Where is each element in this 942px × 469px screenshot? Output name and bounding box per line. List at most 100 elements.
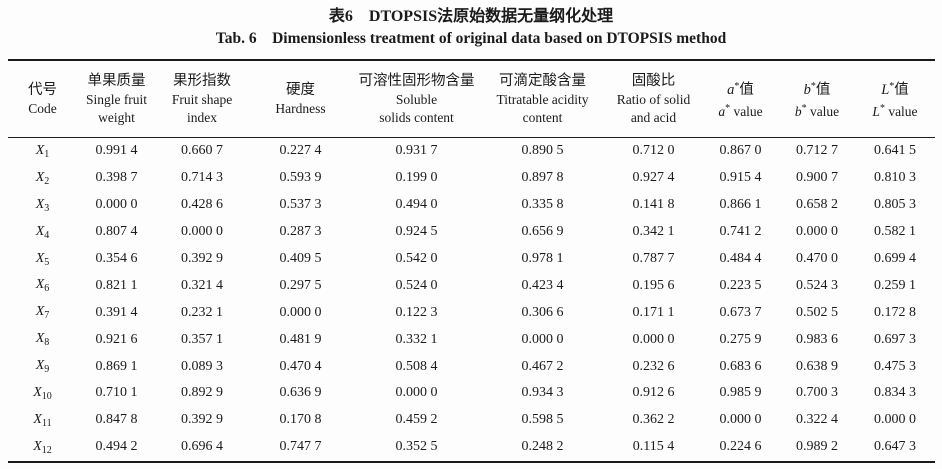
data-cell: 0.537 3: [279, 197, 322, 213]
data-cell: 0.391 4: [95, 304, 138, 320]
header-row: 代号 Code 单果质量 Single fruit weight 果形指数 Fruit s…: [8, 60, 935, 138]
data-cell: 0.847 8: [95, 412, 138, 428]
data-cell: 0.710 1: [95, 385, 138, 401]
column-header-l-value: L*值 L* value: [855, 60, 935, 138]
row-code: X11: [33, 411, 52, 429]
data-cell: 0.172 8: [874, 304, 916, 320]
data-cell: 0.989 2: [796, 439, 838, 455]
data-cell: 0.696 4: [181, 439, 223, 455]
data-cell: 0.890 5: [521, 143, 564, 159]
column-header-soluble-solids-content: 可溶性固形物含量 Soluble solids content: [353, 60, 480, 138]
data-cell: 0.866 1: [719, 197, 762, 213]
data-cell: 0.683 6: [719, 358, 762, 374]
data-cell: 0.475 3: [874, 358, 916, 374]
row-code: X10: [33, 384, 52, 402]
data-cell: 0.392 9: [181, 251, 223, 266]
data-cell: 0.915 4: [719, 170, 762, 186]
data-cell: 0.000 0: [632, 331, 675, 347]
row-code: X12: [33, 438, 52, 456]
data-cell: 0.787 7: [632, 251, 675, 266]
data-cell: 0.470 4: [279, 358, 322, 374]
data-cell: 0.000 0: [279, 304, 322, 320]
data-cell: 0.805 3: [874, 197, 916, 213]
data-cell: 0.699 4: [874, 251, 916, 266]
data-cell: 0.641 5: [874, 143, 916, 159]
table-row-x11: X11 0.847 8 0.392 9 0.170 8 0.459 2 0.598 5 0.…: [8, 407, 935, 434]
data-cell: 0.199 0: [395, 170, 438, 186]
column-header-code: 代号 Code: [8, 60, 77, 138]
table-title-zh: 表6 DTOPSIS法原始数据无量纲化处理: [328, 8, 614, 25]
data-cell: 0.352 5: [395, 439, 438, 455]
table-row-x9: X9 0.869 1 0.089 3 0.470 4 0.508 4 0.467 2 0.2…: [8, 353, 935, 380]
table-row-x10: X10 0.710 1 0.892 9 0.636 9 0.000 0 0.934 3 0.…: [8, 380, 935, 407]
data-cell: 0.524 0: [395, 277, 438, 293]
data-cell: 0.593 9: [279, 170, 322, 186]
table-row-x8: X8 0.921 6 0.357 1 0.481 9 0.332 1 0.000 0 0.0…: [8, 326, 935, 353]
data-cell: 0.656 9: [521, 224, 564, 240]
data-cell: 0.000 0: [719, 412, 762, 428]
table-body: X1 0.991 4 0.660 7 0.227 4 0.931 7 0.890 5 0.7…: [8, 138, 935, 462]
table-row-x7: X7 0.391 4 0.232 1 0.000 0 0.122 3 0.306 6 0.1…: [8, 299, 935, 326]
table-row-x12: X12 0.494 2 0.696 4 0.747 7 0.352 5 0.248 2 0.…: [8, 434, 935, 462]
data-cell: 0.647 3: [874, 439, 916, 455]
data-cell: 0.409 5: [279, 251, 322, 266]
data-cell: 0.673 7: [719, 304, 762, 320]
data-cell: 0.470 0: [796, 251, 838, 266]
data-cell: 0.660 7: [181, 143, 223, 159]
dtopsis-data-table: 代号 Code 单果质量 Single fruit weight 果形指数 Fruit s…: [8, 59, 935, 463]
data-cell: 0.712 0: [632, 143, 675, 159]
data-cell: 0.398 7: [95, 170, 138, 186]
data-cell: 0.321 4: [181, 277, 223, 293]
data-cell: 0.224 6: [719, 439, 762, 455]
data-cell: 0.867 0: [719, 143, 762, 159]
table-row-x6: X6 0.821 1 0.321 4 0.297 5 0.524 0 0.423 4 0.1…: [8, 272, 935, 299]
row-code: X1: [35, 142, 50, 160]
data-cell: 0.000 0: [181, 224, 223, 240]
column-header-b-value: b*值 b* value: [779, 60, 855, 138]
data-cell: 0.912 6: [632, 385, 675, 401]
data-cell: 0.287 3: [279, 224, 322, 240]
row-code: X9: [35, 358, 50, 376]
column-header-hardness: 硬度 Hardness: [248, 60, 353, 138]
data-cell: 0.141 8: [632, 197, 675, 213]
data-cell: 0.900 7: [796, 170, 838, 186]
table-row-x1: X1 0.991 4 0.660 7 0.227 4 0.931 7 0.890 5 0.7…: [8, 138, 935, 165]
data-cell: 0.335 8: [521, 197, 564, 213]
row-code: X5: [35, 250, 50, 268]
data-cell: 0.582 1: [874, 224, 916, 240]
row-code: X7: [35, 304, 50, 322]
data-cell: 0.000 0: [95, 197, 138, 213]
data-cell: 0.481 9: [279, 331, 322, 347]
table-row-x5: X5 0.354 6 0.392 9 0.409 5 0.542 0 0.978 1 0.7…: [8, 246, 935, 273]
data-cell: 0.170 8: [279, 412, 322, 428]
data-cell: 0.983 6: [796, 331, 838, 347]
data-cell: 0.991 4: [95, 143, 138, 159]
table-header: 代号 Code 单果质量 Single fruit weight 果形指数 Fruit s…: [8, 60, 935, 138]
data-cell: 0.897 8: [521, 170, 564, 186]
data-cell: 0.638 9: [796, 358, 838, 374]
data-cell: 0.494 0: [395, 197, 438, 213]
data-cell: 0.000 0: [874, 412, 916, 428]
data-cell: 0.223 5: [719, 277, 762, 293]
column-header-ratio-of-solid-and-acid: 固酸比 Ratio of solid and acid: [605, 60, 702, 138]
column-header-single-fruit-weight: 单果质量 Single fruit weight: [77, 60, 156, 138]
data-cell: 0.508 4: [395, 358, 438, 374]
row-code: X2: [35, 169, 50, 187]
data-cell: 0.332 1: [395, 331, 438, 347]
table-caption: 表6 DTOPSIS法原始数据无量纲化处理 Tab. 6 Dimensionle…: [0, 0, 942, 50]
data-cell: 0.342 1: [632, 224, 675, 240]
data-cell: 0.931 7: [395, 143, 438, 159]
data-cell: 0.714 3: [181, 170, 223, 186]
data-cell: 0.000 0: [796, 224, 838, 240]
data-cell: 0.459 2: [395, 412, 438, 428]
column-header-titratable-acidity-content: 可滴定酸含量 Titratable acidity content: [480, 60, 605, 138]
data-cell: 0.978 1: [521, 251, 564, 266]
table-row-x3: X3 0.000 0 0.428 6 0.537 3 0.494 0 0.335 8 0.1…: [8, 192, 935, 219]
data-cell: 0.000 0: [395, 385, 438, 401]
data-cell: 0.821 1: [95, 277, 138, 293]
data-cell: 0.248 2: [521, 439, 564, 455]
data-cell: 0.542 0: [395, 251, 438, 266]
data-cell: 0.502 5: [796, 304, 838, 320]
data-cell: 0.297 5: [279, 277, 322, 293]
data-cell: 0.362 2: [632, 412, 675, 428]
